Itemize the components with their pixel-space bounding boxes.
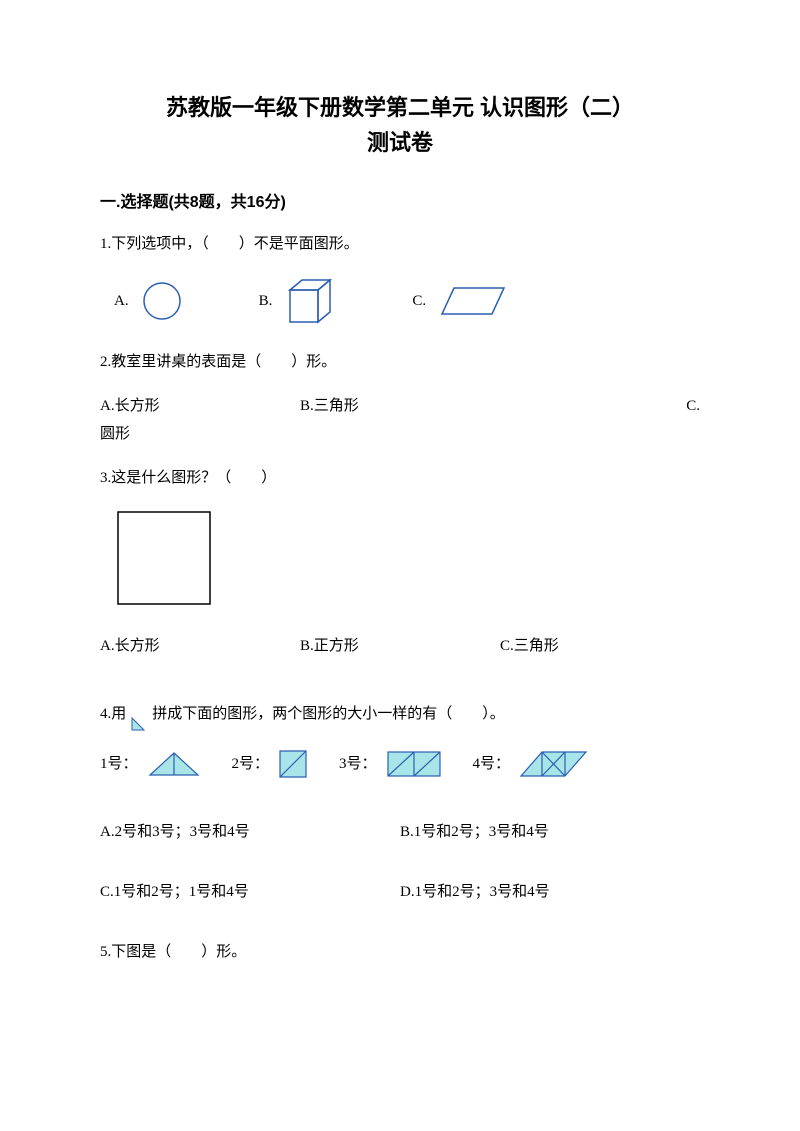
q4-label-3: 3号： xyxy=(339,752,377,776)
question-5: 5.下图是（ ）形。 xyxy=(100,940,700,964)
title-line-1: 苏教版一年级下册数学第二单元 认识图形（二） xyxy=(100,90,700,125)
section-header: 一.选择题(共8题，共16分) xyxy=(100,190,700,216)
question-4: 4.用 拼成下面的图形，两个图形的大小一样的有（ ）。 xyxy=(100,702,700,726)
q2-options-row1: A.长方形 B.三角形 C. xyxy=(100,394,700,418)
q4-pre: 4.用 xyxy=(100,702,126,726)
q4-opt-d: D.1号和2号；3号和4号 xyxy=(400,880,700,904)
q3-opt-c: C.三角形 xyxy=(500,634,700,658)
q4-opt-b: B.1号和2号；3号和4号 xyxy=(400,820,700,844)
circle-icon xyxy=(141,280,183,322)
q4-label-2: 2号： xyxy=(232,752,270,776)
q1-opt-b-label: B. xyxy=(259,289,273,313)
q4-label-1: 1号： xyxy=(100,752,138,776)
q4-label-4: 4号： xyxy=(473,752,511,776)
question-1: 1.下列选项中，（ ）不是平面图形。 xyxy=(100,232,700,256)
q4-shape-2: 2号： xyxy=(232,748,310,780)
page-title: 苏教版一年级下册数学第二单元 认识图形（二） 测试卷 xyxy=(100,90,700,160)
q4-opt-a: A.2号和3号；3号和4号 xyxy=(100,820,400,844)
square-icon xyxy=(116,510,212,606)
shape2-icon xyxy=(277,748,309,780)
q1-opt-a-label: A. xyxy=(114,289,129,313)
question-2: 2.教室里讲桌的表面是（ ）形。 xyxy=(100,350,700,374)
q2-opt-a: A.长方形 xyxy=(100,394,300,418)
shape4-icon xyxy=(518,749,590,779)
q3-opt-a: A.长方形 xyxy=(100,634,300,658)
title-line-2: 测试卷 xyxy=(100,125,700,160)
parallelogram-icon xyxy=(438,284,508,318)
q4-options-1: A.2号和3号；3号和4号 B.1号和2号；3号和4号 xyxy=(100,820,700,844)
q3-options: A.长方形 B.正方形 C.三角形 xyxy=(100,634,700,658)
q4-opt-c: C.1号和2号；1号和4号 xyxy=(100,880,400,904)
q2-opt-c: C. xyxy=(500,394,700,418)
q4-shape-4: 4号： xyxy=(473,749,591,779)
q1-opt-c-label: C. xyxy=(412,289,426,313)
shape3-icon xyxy=(385,749,443,779)
q4-shape-3: 3号： xyxy=(339,749,443,779)
cube-icon xyxy=(284,276,336,326)
q2-opt-c2: 圆形 xyxy=(100,422,700,446)
q3-opt-b: B.正方形 xyxy=(300,634,500,658)
question-3: 3.这是什么图形？（ ） xyxy=(100,466,700,490)
q4-shapes-row: 1号： 2号： 3号： 4号： xyxy=(100,748,700,780)
shape1-icon xyxy=(146,749,202,779)
q4-post: 拼成下面的图形，两个图形的大小一样的有（ ）。 xyxy=(152,702,505,726)
q4-options-2: C.1号和2号；1号和4号 D.1号和2号；3号和4号 xyxy=(100,880,700,904)
small-triangle-icon xyxy=(130,712,148,734)
q3-figure xyxy=(116,510,700,606)
q2-opt-b: B.三角形 xyxy=(300,394,500,418)
q4-shape-1: 1号： xyxy=(100,749,202,779)
q1-options: A. B. C. xyxy=(114,276,700,326)
